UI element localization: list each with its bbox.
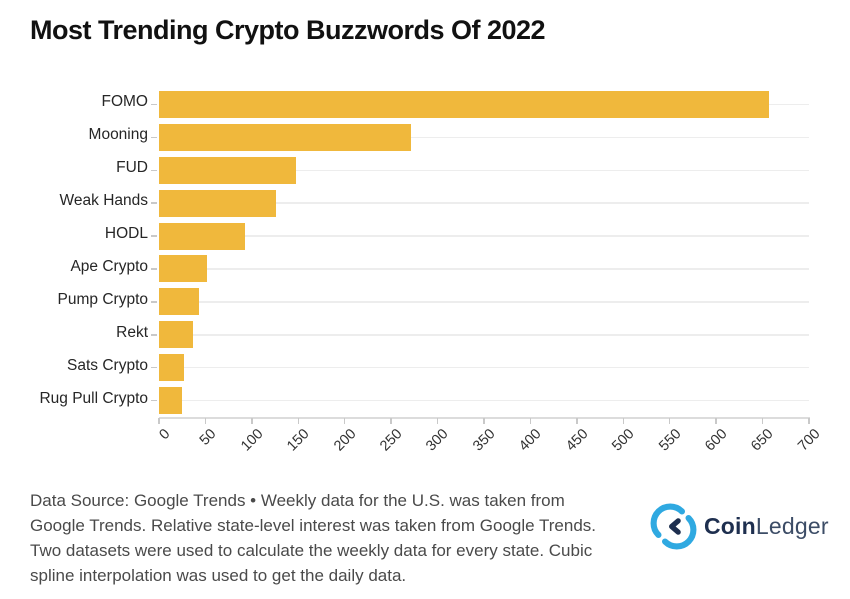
gridline-ape-crypto — [159, 268, 809, 270]
x-tick-mark-500 — [622, 418, 625, 424]
x-tick-label-text: 400 — [516, 426, 545, 455]
category-label-rug-pull-crypto: Rug Pull Crypto — [39, 389, 148, 407]
x-tick-label-text: 300 — [423, 426, 452, 455]
category-label-rekt: Rekt — [116, 323, 148, 341]
gridline-fud — [159, 169, 809, 171]
x-tick-mark-50 — [204, 418, 207, 424]
x-tick-label-text: 350 — [469, 426, 499, 455]
y-tick-hodl — [151, 235, 157, 237]
x-tick-label-text: 500 — [609, 426, 638, 455]
x-tick-mark-100 — [251, 418, 253, 424]
y-tick-weak-hands — [151, 202, 157, 204]
chart-title: Most Trending Crypto Buzzwords Of 2022 — [30, 15, 546, 45]
y-tick-rug-pull-crypto — [151, 399, 157, 402]
category-label-fud: FUD — [116, 159, 148, 177]
x-tick-label-text: 0 — [156, 426, 174, 444]
x-tick-label-text: 550 — [655, 426, 685, 455]
gridline-sats-crypto — [159, 366, 809, 369]
y-tick-sats-crypto — [151, 366, 157, 369]
x-axis-line — [159, 417, 810, 419]
y-tick-mooning — [151, 136, 157, 139]
gridline-mooning — [159, 136, 809, 139]
bar-ape-crypto — [159, 255, 208, 283]
bar-weak-hands — [159, 189, 276, 217]
bar-fud — [159, 156, 296, 184]
x-tick-mark-650 — [761, 418, 764, 424]
bar-mooning — [159, 123, 411, 151]
category-label-mooning: Mooning — [88, 126, 148, 144]
bar-hodl — [159, 222, 246, 250]
gridline-weak-hands — [159, 202, 809, 204]
x-tick-label-text: 250 — [377, 426, 406, 455]
x-tick-mark-700 — [808, 418, 810, 424]
category-label-hodl: HODL — [104, 225, 148, 243]
y-tick-rekt — [151, 334, 157, 336]
category-label-ape-crypto: Ape Crypto — [70, 257, 148, 275]
bar-rug-pull-crypto — [159, 387, 183, 415]
x-tick-mark-600 — [715, 418, 717, 424]
data-source-note: Data Source: Google Trends • Weekly data… — [30, 491, 596, 585]
x-tick-label-text: 100 — [237, 426, 267, 455]
x-tick-label-text: 450 — [562, 426, 592, 455]
x-tick-mark-250 — [390, 418, 392, 424]
y-tick-fud — [151, 169, 157, 171]
gridline-hodl — [159, 235, 809, 237]
bar-fomo — [159, 90, 770, 118]
x-tick-mark-350 — [483, 418, 485, 424]
plot-area — [159, 88, 809, 417]
category-label-sats-crypto: Sats Crypto — [67, 356, 148, 374]
brand-name-coin: Coin — [704, 513, 756, 539]
y-tick-fomo — [151, 103, 157, 106]
bar-rekt — [159, 321, 194, 349]
category-label-fomo: FOMO — [101, 93, 149, 111]
brand-name: CoinLedger — [704, 513, 829, 540]
coinledger-logo-icon — [650, 503, 697, 550]
category-label-weak-hands: Weak Hands — [59, 192, 148, 210]
bar-pump-crypto — [159, 288, 199, 316]
x-tick-mark-150 — [297, 418, 300, 424]
x-tick-mark-450 — [576, 418, 578, 424]
gridline-pump-crypto — [159, 301, 809, 303]
x-tick-label-text: 150 — [284, 426, 313, 455]
brand-logo: CoinLedger — [650, 503, 829, 550]
gridline-rug-pull-crypto — [159, 399, 809, 402]
x-tick-mark-200 — [343, 418, 346, 424]
brand-name-ledger: Ledger — [755, 513, 829, 539]
x-tick-mark-550 — [668, 418, 671, 424]
category-label-pump-crypto: Pump Crypto — [57, 290, 148, 308]
x-tick-mark-400 — [529, 418, 532, 424]
x-tick-label-text: 50 — [197, 426, 220, 449]
bar-sats-crypto — [159, 354, 185, 382]
gridline-rekt — [159, 334, 809, 336]
x-tick-label-text: 650 — [748, 426, 777, 455]
x-tick-label-text: 600 — [702, 426, 731, 455]
y-tick-ape-crypto — [151, 268, 157, 270]
x-tick-mark-300 — [436, 418, 439, 424]
x-tick-label-text: 700 — [794, 426, 824, 455]
x-tick-mark-0 — [158, 418, 160, 424]
x-tick-label-text: 200 — [330, 426, 360, 455]
y-tick-pump-crypto — [151, 301, 157, 303]
